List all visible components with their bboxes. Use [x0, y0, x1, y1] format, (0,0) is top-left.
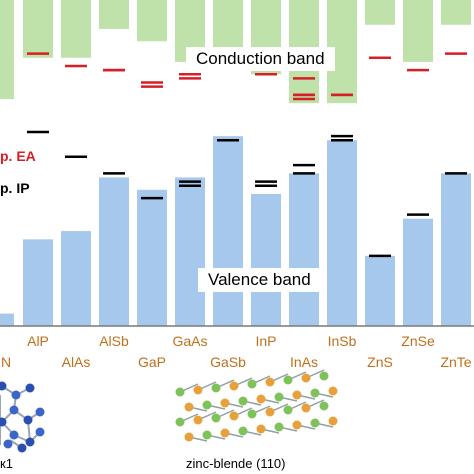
material-label-znse: ZnSe [401, 333, 435, 349]
struct-right-atom [184, 432, 194, 442]
vb-bar-inp [251, 193, 281, 326]
material-label-partial: N [0, 354, 12, 370]
struct-right-atom [220, 398, 230, 408]
vb-bar-partial [0, 313, 14, 326]
ip-legend: p. IP [0, 180, 30, 196]
struct-right-atom [283, 375, 293, 385]
cb-bar-alp [23, 0, 53, 58]
cb-bar-zns [365, 0, 395, 25]
right-structure-caption: zinc-blende (110) [186, 456, 286, 471]
struct-right-atom [292, 390, 302, 400]
material-label-insb: InSb [327, 333, 357, 349]
struct-right-atom [265, 407, 275, 417]
struct-right-atom [265, 377, 275, 387]
struct-right-atom [211, 383, 221, 393]
vb-bar-gaas [175, 177, 205, 326]
crystal-structure-right [175, 369, 338, 442]
cb-bar-znse [403, 0, 433, 62]
vb-bar-insb [327, 140, 357, 326]
struct-left-atom [11, 390, 21, 400]
struct-right-atom [310, 388, 320, 398]
material-label-gap: GaP [137, 354, 167, 370]
struct-right-atom [220, 428, 230, 438]
vb-bar-gap [137, 189, 167, 326]
struct-right-atom [184, 402, 194, 412]
struct-left-atom [9, 405, 19, 415]
struct-left-atom [0, 417, 7, 427]
struct-right-atom [175, 387, 185, 397]
struct-right-atom [211, 413, 221, 423]
struct-right-atom [238, 396, 248, 406]
material-label-alas: AlAs [61, 354, 91, 370]
ea-legend: p. EA [0, 148, 36, 164]
struct-right-atom [202, 430, 212, 440]
conduction-band-label: Conduction band [186, 47, 335, 71]
struct-left-atom [35, 407, 45, 417]
vb-bar-alas [61, 231, 91, 326]
struct-right-atom [319, 371, 329, 381]
struct-right-atom [274, 422, 284, 432]
vb-bar-gasb [213, 136, 243, 326]
valence-band-label: Valence band [198, 268, 321, 292]
material-label-alp: AlP [27, 333, 49, 349]
struct-right-atom [229, 381, 239, 391]
struct-left-atom [25, 383, 35, 393]
valence-band-bars [0, 136, 471, 326]
struct-right-atom [310, 418, 320, 428]
struct-right-atom [229, 411, 239, 421]
struct-left-atom [25, 437, 35, 447]
struct-right-atom [328, 416, 338, 426]
struct-right-atom [193, 415, 203, 425]
vb-bar-zns [365, 255, 395, 326]
cb-bar-alsb [99, 0, 129, 29]
struct-right-atom [301, 373, 311, 383]
crystal-structure-left [0, 381, 45, 453]
vb-bar-znse [403, 218, 433, 326]
material-label-inp: InP [255, 333, 277, 349]
cb-bar-znte [441, 0, 471, 25]
ip-markers [27, 130, 467, 258]
struct-right-atom [301, 403, 311, 413]
struct-right-atom [283, 405, 293, 415]
material-label-gasb: GaSb [210, 354, 246, 370]
struct-right-atom [319, 401, 329, 411]
struct-left-atom [9, 430, 19, 440]
left-structure-caption: к1 [0, 456, 13, 471]
material-label-inas: InAs [289, 354, 319, 370]
vb-bar-alp [23, 239, 53, 326]
struct-right-atom [256, 394, 266, 404]
struct-left-atom [17, 443, 27, 453]
struct-right-atom [238, 426, 248, 436]
vb-bar-alsb [99, 177, 129, 326]
vb-bar-znte [441, 173, 471, 326]
material-label-zns: ZnS [367, 354, 393, 370]
material-label-znte: ZnTe [440, 354, 472, 370]
struct-left-atom [23, 415, 33, 425]
cb-bar-partial [0, 0, 14, 100]
struct-right-atom [292, 420, 302, 430]
vb-bar-inas [289, 173, 319, 326]
struct-left-atom [3, 439, 13, 449]
struct-left-atom [0, 381, 7, 391]
cb-bar-gap [137, 0, 167, 42]
cb-bar-alas [61, 0, 91, 58]
struct-right-atom [247, 409, 257, 419]
struct-right-atom [202, 400, 212, 410]
material-label-gaas: GaAs [172, 333, 208, 349]
struct-left-atom [35, 427, 45, 437]
struct-right-atom [274, 392, 284, 402]
material-label-alsb: AlSb [99, 333, 129, 349]
struct-right-atom [256, 424, 266, 434]
struct-right-atom [328, 386, 338, 396]
struct-right-atom [247, 379, 257, 389]
struct-right-atom [193, 385, 203, 395]
struct-right-atom [175, 417, 185, 427]
